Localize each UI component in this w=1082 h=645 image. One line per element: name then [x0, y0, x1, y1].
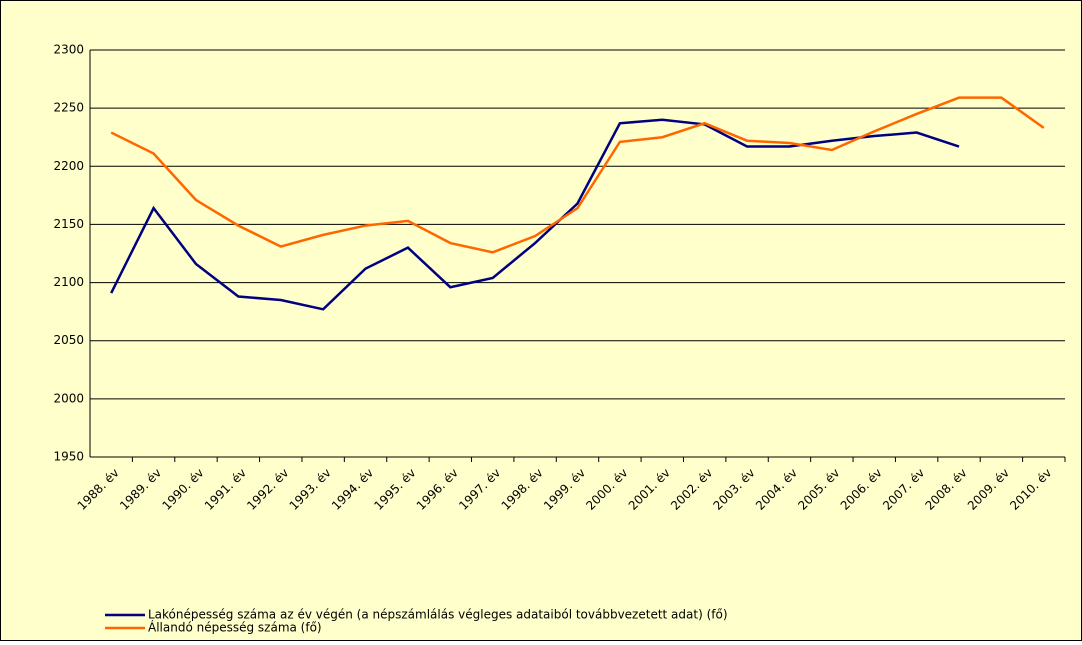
legend-label: Lakónépesség száma az év végén (a népszá… [148, 608, 728, 622]
series-line [110, 118, 960, 311]
legend-label: Állandó népesség száma (fő) [148, 620, 322, 635]
y-tick-label: 2000 [53, 391, 84, 405]
series-line [110, 96, 1045, 254]
y-tick-label: 2250 [53, 101, 84, 115]
y-tick-label: 2050 [53, 333, 84, 347]
y-tick-label: 2200 [53, 159, 84, 173]
y-tick-label: 1950 [53, 450, 84, 464]
y-tick-label: 2300 [53, 43, 84, 57]
y-tick-label: 2150 [53, 217, 84, 231]
y-tick-label: 2100 [53, 275, 84, 289]
